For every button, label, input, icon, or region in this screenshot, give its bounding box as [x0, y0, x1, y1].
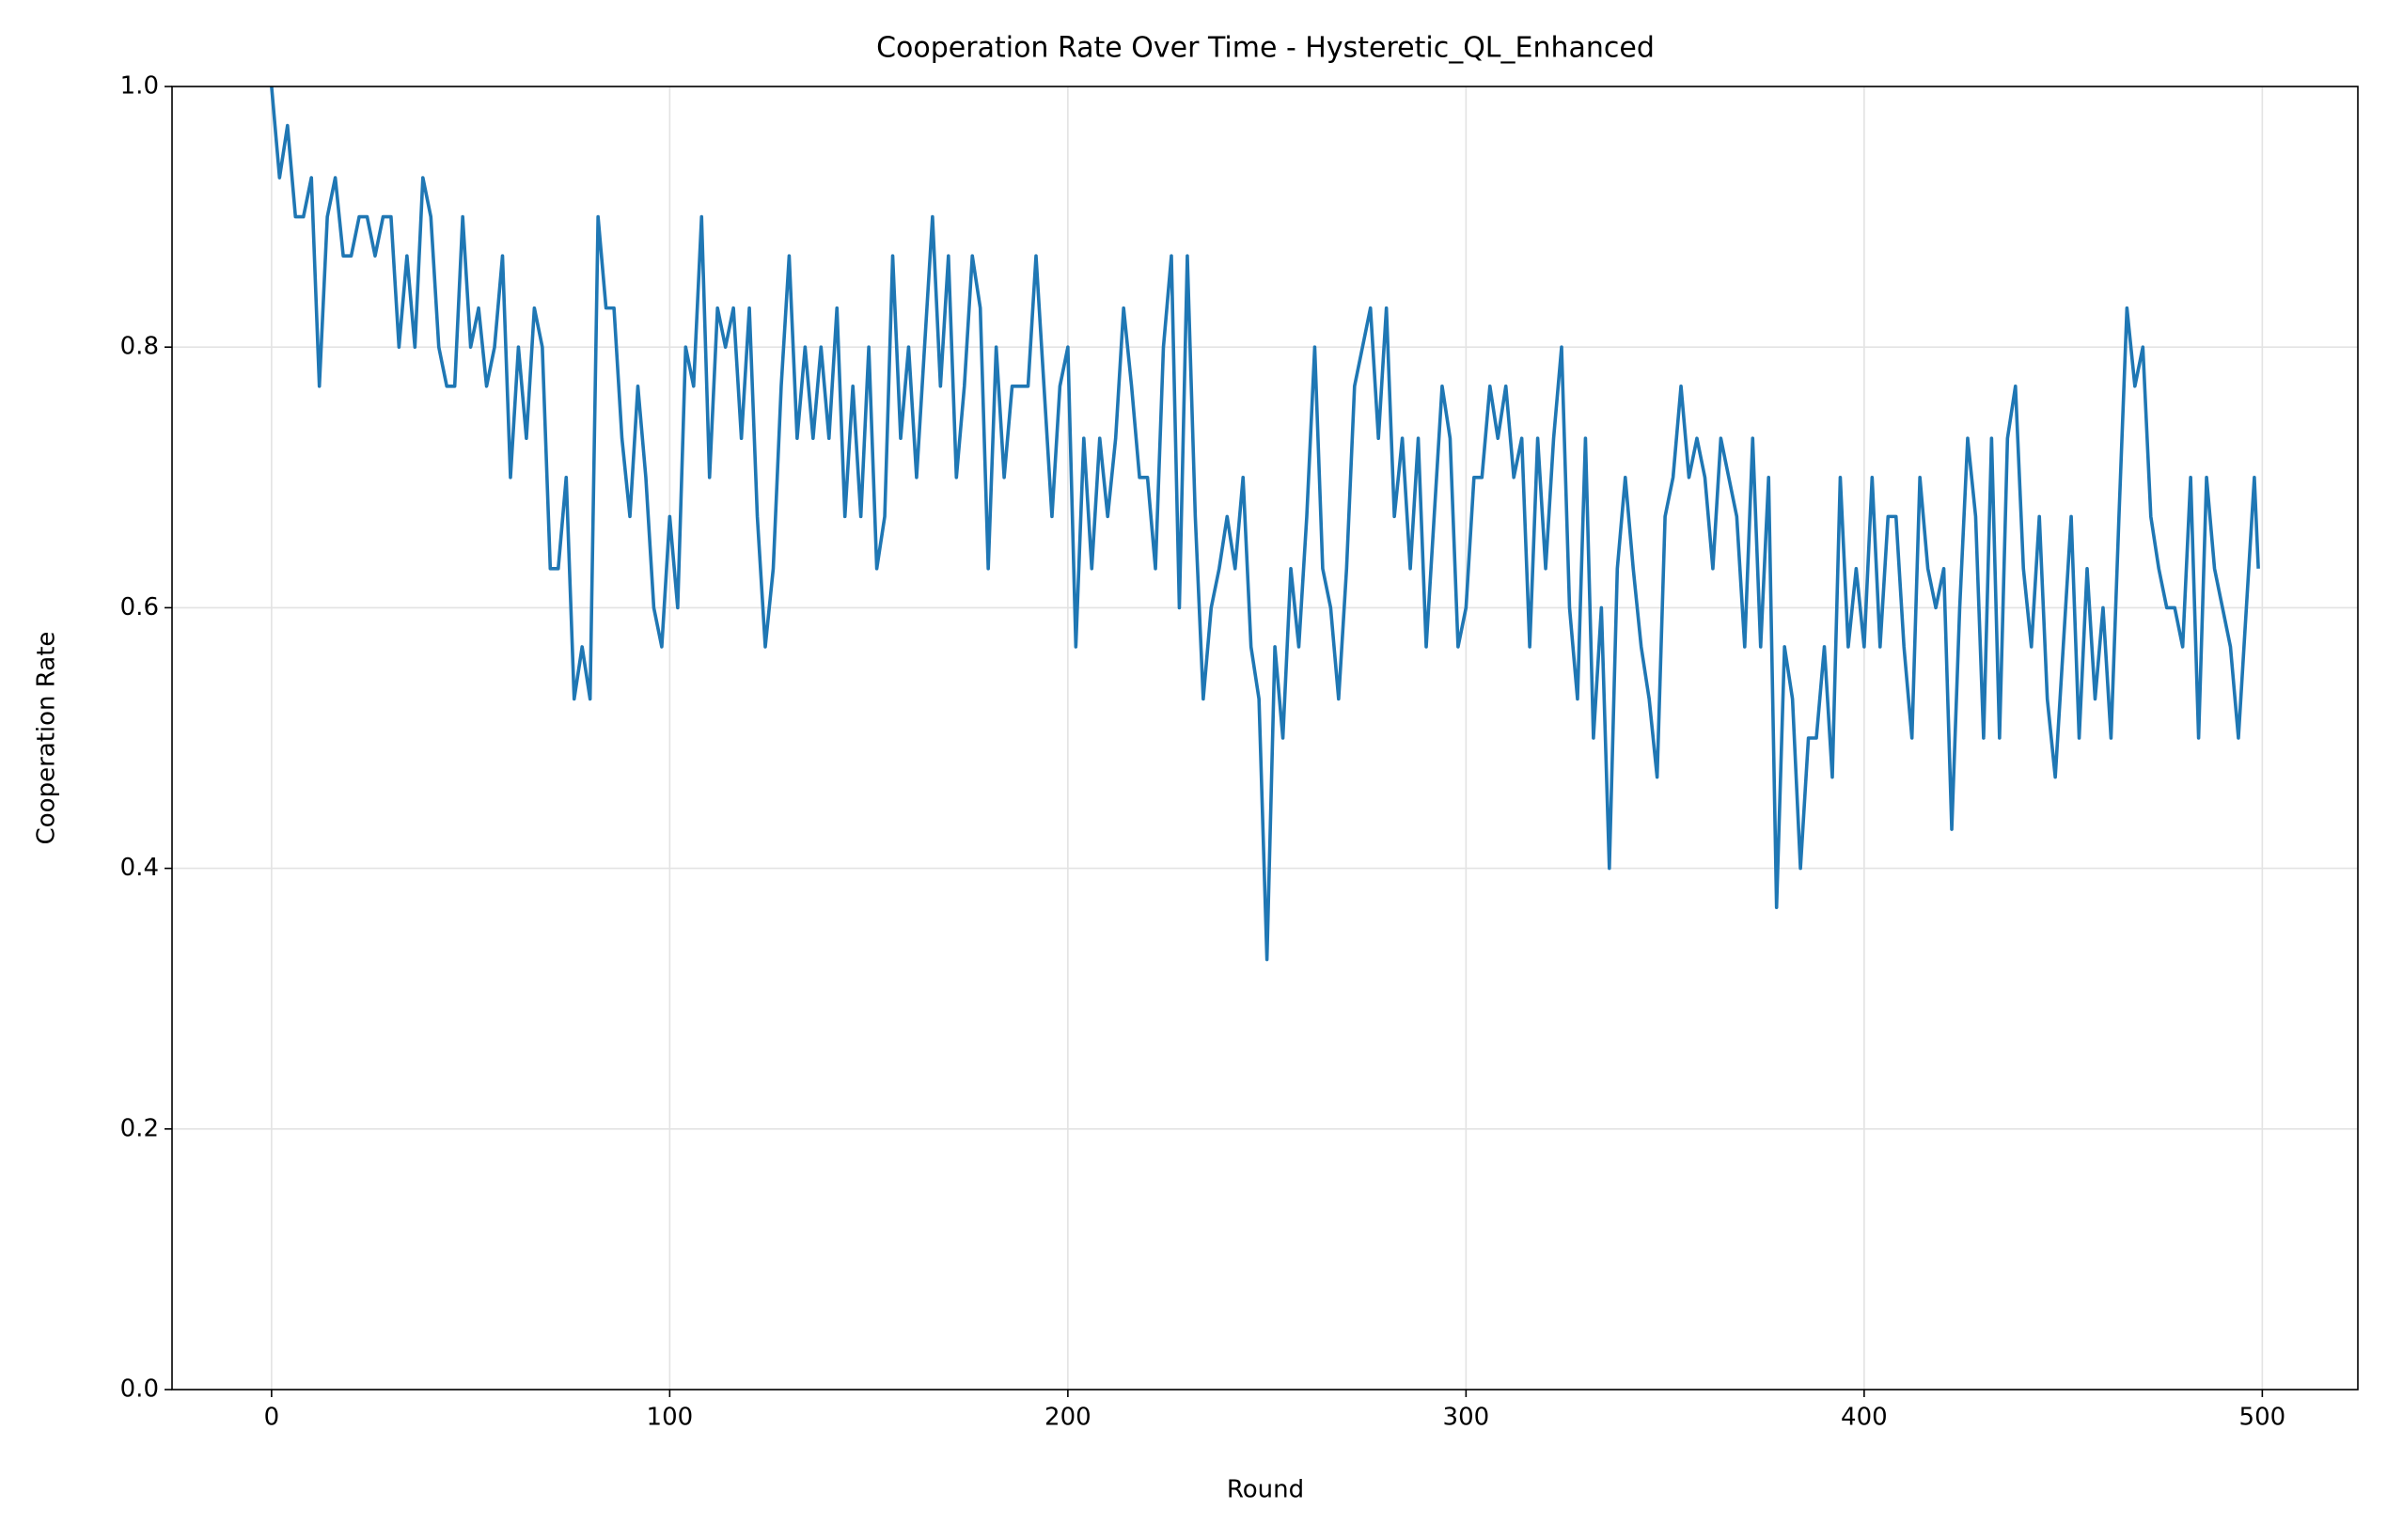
- x-tick-label: 0: [264, 1404, 280, 1432]
- y-tick-label: 1.0: [120, 72, 159, 101]
- data-line: [270, 86, 2260, 962]
- y-tick-label: 0.8: [120, 333, 159, 361]
- y-tick-label: 0.0: [120, 1375, 159, 1404]
- y-tick-label: 0.2: [120, 1114, 159, 1142]
- y-tick-label: 0.4: [120, 854, 159, 882]
- x-tick-label: 500: [2239, 1404, 2286, 1432]
- x-tick-label: 400: [1841, 1404, 1888, 1432]
- y-tick-label: 0.6: [120, 593, 159, 621]
- axes-frame: [171, 86, 2359, 1391]
- x-axis-label: Round: [1227, 1476, 1304, 1504]
- chart-title: Cooperation Rate Over Time - Hysteretic_…: [876, 32, 1655, 65]
- x-tick-label: 200: [1044, 1404, 1091, 1432]
- x-tick-label: 300: [1443, 1404, 1490, 1432]
- ticks: 0.0 0.2 0.4 0.6 0.8 1.0 0 100 200 300 400 500: [120, 72, 2286, 1432]
- x-tick-label: 100: [647, 1404, 694, 1432]
- y-axis-label: Cooperation Rate: [33, 632, 61, 845]
- plot-area: [270, 86, 2260, 962]
